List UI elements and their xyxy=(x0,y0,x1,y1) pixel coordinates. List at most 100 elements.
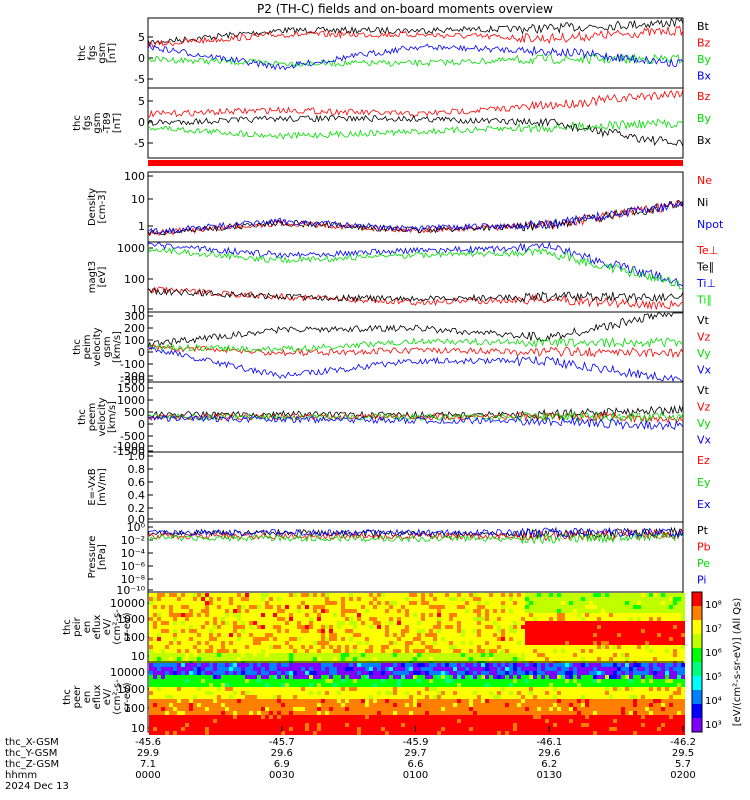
spec-cell xyxy=(493,645,497,649)
spec-cell xyxy=(377,687,381,691)
spec-cell xyxy=(253,633,257,637)
spec-cell xyxy=(177,629,181,633)
spec-cell xyxy=(189,723,193,727)
spec-cell xyxy=(245,601,249,605)
spec-cell xyxy=(225,629,229,633)
spec-cell xyxy=(485,699,489,703)
y-tick-label: 1000 xyxy=(117,394,145,407)
spec-cell xyxy=(169,613,173,617)
spec-cell xyxy=(357,657,361,661)
spec-cell xyxy=(417,641,421,645)
spec-cell xyxy=(309,691,313,695)
spec-cell xyxy=(637,625,641,629)
spec-cell xyxy=(149,711,153,715)
spec-cell xyxy=(545,695,549,699)
spec-cell xyxy=(625,633,629,637)
spec-cell xyxy=(473,601,477,605)
spec-cell xyxy=(433,707,437,711)
spec-cell xyxy=(477,609,481,613)
spec-cell xyxy=(177,663,181,667)
spec-cell xyxy=(469,731,473,735)
spec-cell xyxy=(225,695,229,699)
spec-cell xyxy=(445,601,449,605)
spec-cell xyxy=(197,711,201,715)
spec-cell xyxy=(241,653,245,657)
spec-cell xyxy=(233,609,237,613)
spec-cell xyxy=(377,653,381,657)
spec-cell xyxy=(457,683,461,687)
spec-cell xyxy=(393,609,397,613)
spec-cell xyxy=(385,711,389,715)
spec-cell xyxy=(641,675,645,679)
spec-cell xyxy=(445,649,449,653)
spec-cell xyxy=(309,703,313,707)
spec-cell xyxy=(325,707,329,711)
spec-cell xyxy=(581,711,585,715)
spec-cell xyxy=(613,617,617,621)
spec-cell xyxy=(309,617,313,621)
spec-cell xyxy=(673,699,677,703)
spec-cell xyxy=(553,641,557,645)
spec-cell xyxy=(669,653,673,657)
spec-cell xyxy=(481,719,485,723)
spec-cell xyxy=(309,593,313,597)
spec-cell xyxy=(449,711,453,715)
spec-cell xyxy=(153,663,157,667)
spec-cell xyxy=(425,671,429,675)
spec-cell xyxy=(665,663,669,667)
spec-cell xyxy=(589,629,593,633)
legend-Pt: Pt xyxy=(697,524,709,537)
spec-cell xyxy=(453,637,457,641)
spec-cell xyxy=(241,637,245,641)
spec-cell xyxy=(461,613,465,617)
spec-cell xyxy=(421,629,425,633)
spec-cell xyxy=(209,649,213,653)
spec-cell xyxy=(389,707,393,711)
spec-cell xyxy=(465,637,469,641)
spec-cell xyxy=(417,679,421,683)
spec-cell xyxy=(221,629,225,633)
spec-cell xyxy=(445,711,449,715)
spec-cell xyxy=(173,645,177,649)
spec-cell xyxy=(561,699,565,703)
spec-cell xyxy=(629,601,633,605)
spec-cell xyxy=(565,711,569,715)
spec-cell xyxy=(509,633,513,637)
spec-cell xyxy=(649,633,653,637)
spec-cell xyxy=(197,633,201,637)
spec-cell xyxy=(641,703,645,707)
spec-cell xyxy=(513,613,517,617)
spec-cell xyxy=(185,695,189,699)
spec-cell xyxy=(545,649,549,653)
spec-cell xyxy=(473,649,477,653)
spec-cell xyxy=(381,609,385,613)
spec-cell xyxy=(213,649,217,653)
spec-cell xyxy=(429,699,433,703)
spec-cell xyxy=(501,621,505,625)
spec-cell xyxy=(349,719,353,723)
spec-cell xyxy=(533,629,537,633)
spec-cell xyxy=(285,731,289,735)
spec-cell xyxy=(481,699,485,703)
spec-cell xyxy=(445,695,449,699)
spec-cell xyxy=(673,645,677,649)
spec-cell xyxy=(665,645,669,649)
spec-cell xyxy=(361,657,365,661)
spec-cell xyxy=(357,597,361,601)
spec-cell xyxy=(441,605,445,609)
spec-cell xyxy=(597,657,601,661)
spec-cell xyxy=(425,707,429,711)
spec-cell xyxy=(165,671,169,675)
spec-cell xyxy=(161,621,165,625)
spec-cell xyxy=(673,691,677,695)
spec-cell xyxy=(213,719,217,723)
spec-cell xyxy=(489,629,493,633)
spec-cell xyxy=(629,723,633,727)
spec-cell xyxy=(537,601,541,605)
spec-cell xyxy=(537,625,541,629)
spec-cell xyxy=(297,687,301,691)
spec-cell xyxy=(373,621,377,625)
spec-cell xyxy=(385,633,389,637)
spec-cell xyxy=(245,683,249,687)
spec-cell xyxy=(325,699,329,703)
